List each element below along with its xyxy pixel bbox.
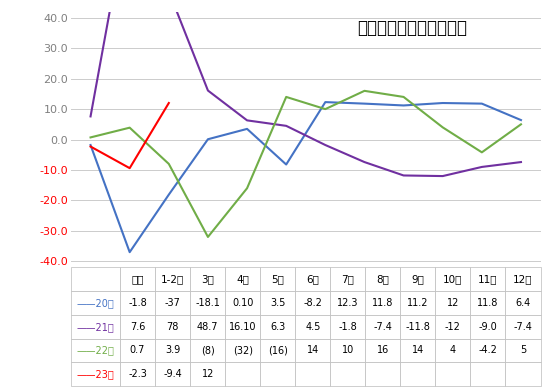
Text: 汽车消费额月度增速走势: 汽车消费额月度增速走势 — [358, 20, 467, 37]
